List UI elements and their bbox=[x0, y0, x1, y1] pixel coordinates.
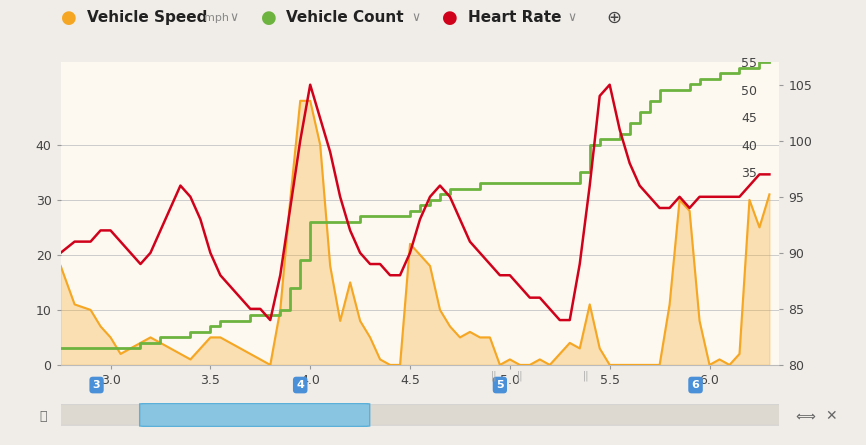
Text: Vehicle Speed: Vehicle Speed bbox=[87, 10, 207, 25]
Text: ⟺: ⟺ bbox=[796, 409, 815, 423]
Text: ●: ● bbox=[443, 9, 458, 27]
Text: ⊕: ⊕ bbox=[606, 9, 621, 27]
Text: ✕: ✕ bbox=[825, 409, 837, 423]
Text: 3: 3 bbox=[93, 380, 100, 390]
Text: ∨: ∨ bbox=[229, 11, 239, 24]
Text: ||: || bbox=[517, 371, 523, 381]
Text: 4: 4 bbox=[296, 380, 304, 390]
Text: mph: mph bbox=[204, 13, 229, 23]
FancyBboxPatch shape bbox=[46, 405, 794, 425]
Text: ∨: ∨ bbox=[411, 11, 421, 24]
Text: Vehicle Count: Vehicle Count bbox=[286, 10, 404, 25]
Text: ||: || bbox=[491, 371, 497, 381]
Text: ●: ● bbox=[61, 9, 77, 27]
FancyBboxPatch shape bbox=[139, 404, 370, 426]
Text: ●: ● bbox=[261, 9, 276, 27]
Text: ||: || bbox=[583, 371, 589, 381]
Text: 5: 5 bbox=[496, 380, 504, 390]
Text: ∨: ∨ bbox=[567, 11, 577, 24]
Text: Heart Rate: Heart Rate bbox=[468, 10, 561, 25]
Text: 6: 6 bbox=[692, 380, 700, 390]
Text: 🔍: 🔍 bbox=[40, 409, 47, 423]
